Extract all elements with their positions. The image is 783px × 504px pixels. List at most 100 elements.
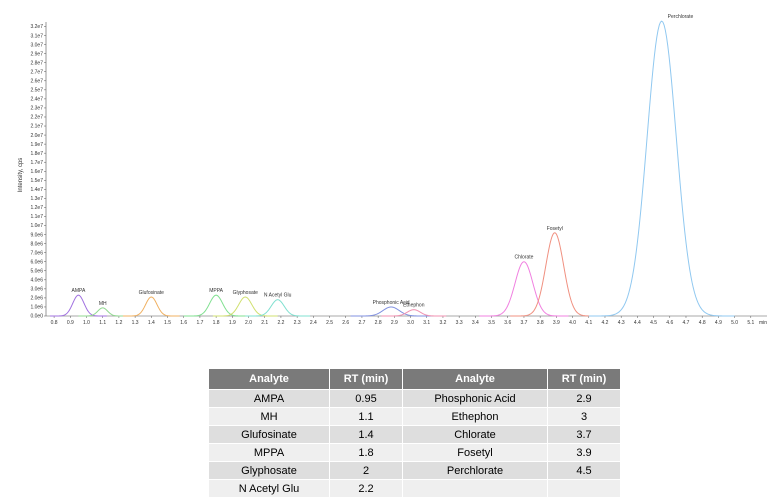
x-tick-label: 2.3 <box>294 320 301 326</box>
peak-trace-phosphonic-acid <box>350 306 432 317</box>
table-cell: 2.2 <box>329 479 403 498</box>
table-cell: Phosphonic Acid <box>402 389 548 408</box>
y-tick-label: 2.7e7 <box>30 69 43 75</box>
x-tick-label: 2.4 <box>310 320 317 326</box>
table-header-row: Analyte RT (min) Analyte RT (min) <box>208 368 621 390</box>
x-tick-label: 1.3 <box>132 320 139 326</box>
peak-label: Perchlorate <box>668 14 694 20</box>
x-tick-label: 3.4 <box>472 320 479 326</box>
x-tick-label: 1.2 <box>115 320 122 326</box>
x-tick-label: 1.1 <box>99 320 106 326</box>
peak-label: Chlorate <box>515 255 534 261</box>
table-cell: Perchlorate <box>402 461 548 480</box>
x-tick-label: 4.8 <box>699 320 706 326</box>
table-cell: Ethephon <box>402 407 548 426</box>
x-tick-label: 4.6 <box>666 320 673 326</box>
y-tick-label: 1.6e7 <box>30 169 43 175</box>
y-tick-label: 2.9e7 <box>30 51 43 57</box>
peak-label: Phosphonic Acid <box>373 300 410 306</box>
x-tick-label: 2.2 <box>277 320 284 326</box>
table-cell: 2.9 <box>547 389 621 408</box>
peak-trace-perchlorate <box>588 20 735 317</box>
peak-label: Glyphosate <box>233 290 259 296</box>
table-cell: MPPA <box>208 443 330 462</box>
table-cell: 3.7 <box>547 425 621 444</box>
peak-trace-mh <box>78 307 128 317</box>
x-tick-label: 2.0 <box>245 320 252 326</box>
peak-trace-fosetyl <box>510 232 600 317</box>
x-tick-label: 1.0 <box>83 320 90 326</box>
peak-label: Glufosinate <box>139 290 165 296</box>
y-tick-label: 1.1e7 <box>30 214 43 220</box>
x-tick-label: 2.8 <box>375 320 382 326</box>
peak-label: Fosetyl <box>547 226 563 232</box>
peak-label: Ethephon <box>403 303 425 309</box>
table-row: MH 1.1 Ethephon 3 <box>208 407 621 426</box>
y-tick-label: 8.0e6 <box>30 241 43 247</box>
x-tick-label: 1.7 <box>196 320 203 326</box>
y-tick-label: 1.9e7 <box>30 142 43 148</box>
peak-label: MH <box>99 301 107 307</box>
y-tick-label: 9.0e6 <box>30 232 43 238</box>
y-tick-label: 2.4e7 <box>30 97 43 103</box>
x-tick-label: 3.1 <box>423 320 430 326</box>
table-cell: Fosetyl <box>402 443 548 462</box>
chromatogram-traces <box>50 20 735 317</box>
peak-label: N Acetyl Glu <box>264 293 292 299</box>
x-tick-label: 3.3 <box>456 320 463 326</box>
x-tick-label: 2.9 <box>391 320 398 326</box>
x-tick-label: 3.0 <box>407 320 414 326</box>
y-tick-label: 3.1e7 <box>30 33 43 39</box>
y-tick-label: 2.0e6 <box>30 296 43 302</box>
table-cell: 3.9 <box>547 443 621 462</box>
x-tick-label: 5.0 <box>731 320 738 326</box>
x-tick-label: 4.1 <box>585 320 592 326</box>
table-cell: Glyphosate <box>208 461 330 480</box>
y-tick-label: 1.4e7 <box>30 187 43 193</box>
x-tick-label: 1.8 <box>213 320 220 326</box>
peak-trace-glufosinate <box>122 296 180 317</box>
table-row: MPPA 1.8 Fosetyl 3.9 <box>208 443 621 462</box>
y-tick-label: 2.6e7 <box>30 79 43 85</box>
table-cell: 4.5 <box>547 461 621 480</box>
y-tick-label: 2.0e7 <box>30 133 43 139</box>
x-tick-label: 4.7 <box>683 320 690 326</box>
y-tick-label: 0.0e0 <box>30 314 43 320</box>
y-tick-label: 2.8e7 <box>30 60 43 66</box>
table-cell: Glufosinate <box>208 425 330 444</box>
peak-trace-n-acetyl-glu <box>245 299 311 317</box>
table-row: Glufosinate 1.4 Chlorate 3.7 <box>208 425 621 444</box>
x-tick-label: 4.3 <box>618 320 625 326</box>
x-tick-label: 1.5 <box>164 320 171 326</box>
y-tick-label: 7.0e6 <box>30 250 43 256</box>
x-axis: 0.8 0.9 1.0 1.1 1.2 1.3 1.4 1.5 1.6 1.7 1.8 1.9 2.0 2… <box>46 315 767 326</box>
peak-labels: AMPA MH Glufosinate MPPA Glyphosate N Acetyl … <box>71 14 693 309</box>
x-tick-label: 3.5 <box>488 320 495 326</box>
x-tick-label: 0.9 <box>67 320 74 326</box>
y-tick-label: 2.5e7 <box>30 88 43 94</box>
x-axis-unit: min <box>759 320 767 326</box>
peak-trace-ethephon <box>381 309 447 317</box>
y-axis-title: Intensity, cps <box>18 158 24 193</box>
x-tick-label: 4.0 <box>569 320 576 326</box>
peak-trace-ampa <box>50 294 107 317</box>
y-axis: 0.0e0 1.0e6 2.0e6 3.0e6 4.0e6 5.0e6 6.0e6 7.0e6… <box>30 22 47 320</box>
y-tick-label: 3.2e7 <box>30 24 43 30</box>
x-tick-label: 3.9 <box>553 320 560 326</box>
y-tick-label: 1.0e7 <box>30 223 43 229</box>
header-rt-2: RT (min) <box>547 368 621 390</box>
x-tick-label: 4.4 <box>634 320 641 326</box>
y-tick-label: 5.0e6 <box>30 268 43 274</box>
x-tick-label: 2.7 <box>358 320 365 326</box>
table-cell: 0.95 <box>329 389 403 408</box>
table-row: AMPA 0.95 Phosphonic Acid 2.9 <box>208 389 621 408</box>
table-cell: AMPA <box>208 389 330 408</box>
y-tick-label: 2.3e7 <box>30 106 43 112</box>
y-tick-label: 1.0e6 <box>30 305 43 311</box>
table-cell: 1.4 <box>329 425 403 444</box>
x-tick-label: 3.8 <box>537 320 544 326</box>
header-analyte-1: Analyte <box>208 368 330 390</box>
table-row: Glyphosate 2 Perchlorate 4.5 <box>208 461 621 480</box>
y-tick-label: 3.0e6 <box>30 287 43 293</box>
x-tick-label: 0.8 <box>51 320 58 326</box>
